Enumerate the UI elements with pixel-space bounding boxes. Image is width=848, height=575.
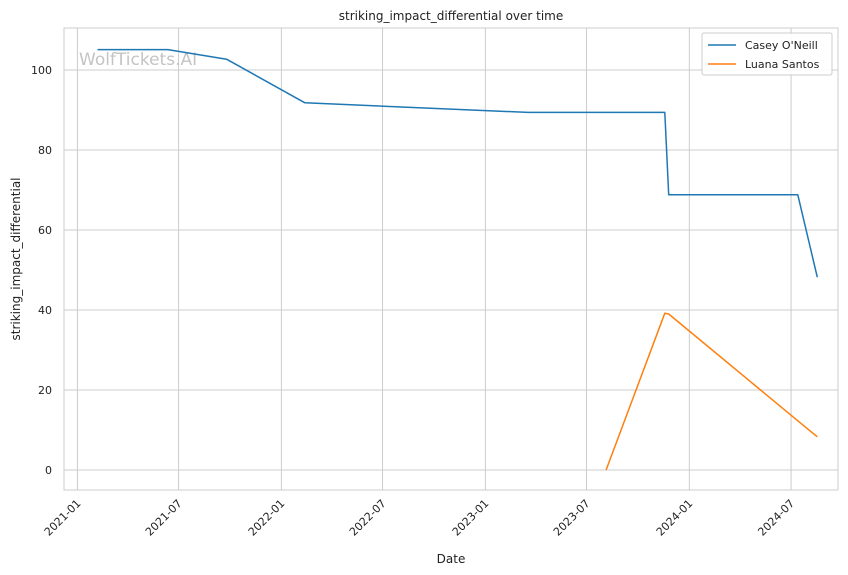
x-tick-label: 2024-07 [755, 497, 797, 539]
y-tick-label: 60 [38, 224, 52, 237]
x-tick-label: 2022-07 [347, 497, 389, 539]
y-axis-label: striking_impact_differential [9, 177, 23, 340]
y-tick-label: 80 [38, 144, 52, 157]
plot-frame [63, 27, 839, 491]
x-tick-label: 2024-01 [654, 497, 696, 539]
x-axis-label: Date [437, 552, 466, 566]
x-tick-label: 2022-01 [246, 497, 288, 539]
series-line-1 [605, 312, 818, 471]
series-line-0 [97, 48, 819, 278]
y-tick-label: 20 [38, 384, 52, 397]
x-tick-labels: 2021-01 2021-07 2022-01 2022-07 2023-01 2023-… [42, 497, 797, 539]
legend-label: Luana Santos [745, 58, 820, 71]
plot-background [64, 28, 838, 490]
y-tick-label: 100 [31, 64, 52, 77]
x-tick-label: 2023-01 [450, 497, 492, 539]
watermark: WolfTickets.AI [79, 50, 197, 70]
y-tick-label: 0 [45, 464, 52, 477]
x-tick-label: 2021-01 [42, 497, 84, 539]
legend-label: Casey O'Neill [745, 39, 818, 52]
x-tick-label: 2023-07 [551, 497, 593, 539]
series-lines [97, 48, 819, 471]
chart-title: striking_impact_differential over time [339, 9, 564, 23]
legend: Casey O'Neill Luana Santos [701, 32, 833, 76]
y-tick-labels: 0 20 40 60 80 100 [31, 64, 52, 477]
y-tick-label: 40 [38, 304, 52, 317]
x-tick-label: 2021-07 [143, 497, 185, 539]
